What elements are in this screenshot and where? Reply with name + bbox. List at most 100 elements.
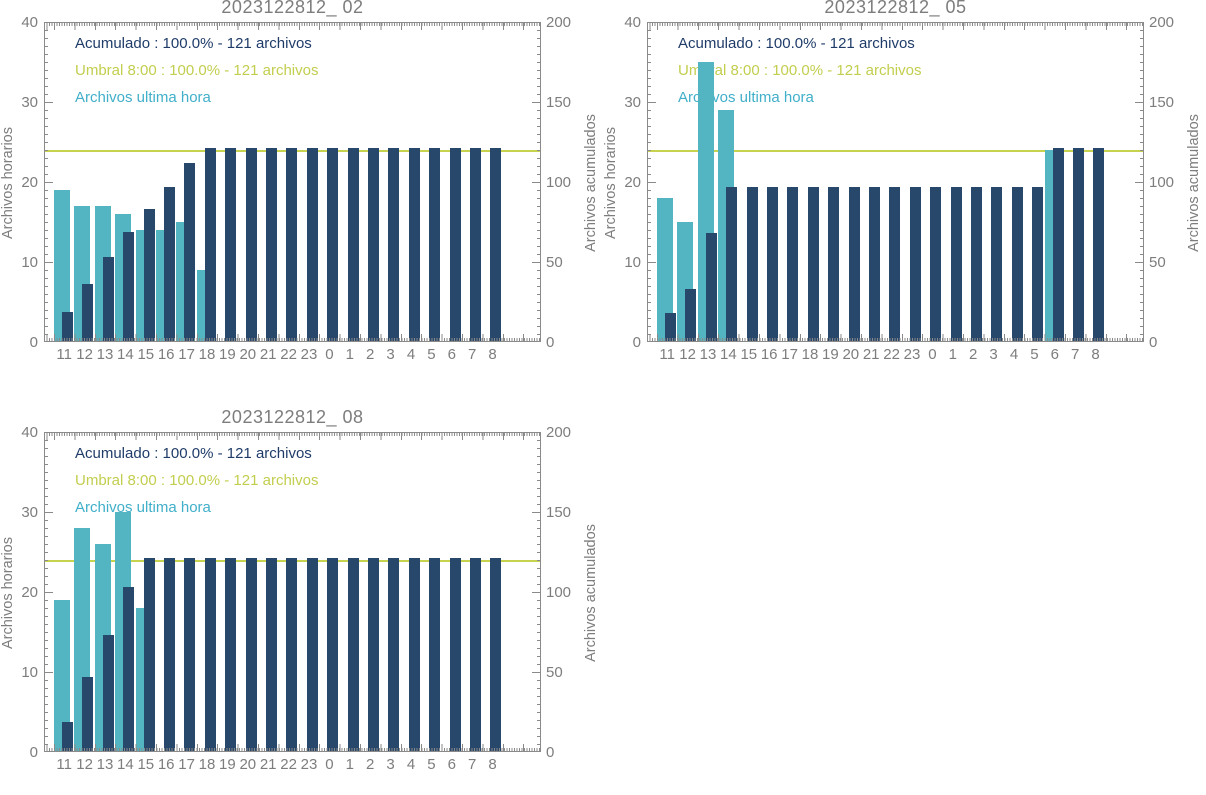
x-tick-label: 17 [178,346,195,363]
x-tick-label: 17 [781,346,798,363]
y-tick-label-right: 0 [1149,334,1158,351]
x-tick-label: 2 [366,756,375,773]
x-tick-label: 15 [137,346,155,363]
cumulative-bar [1093,148,1105,342]
cumulative-bar [470,558,481,752]
legend-ultima-hora: Archivos ultima hora [75,89,211,106]
hourly-bar [54,190,70,342]
bars-layer [44,432,541,752]
x-tick-label: 4 [406,756,416,773]
cumulative-bar [368,148,379,342]
x-tick-label: 20 [842,346,860,363]
cumulative-bar [306,558,318,752]
y-tick-label-left: 30 [624,94,641,111]
y-tick-label-right: 0 [546,744,555,761]
x-tick-label: 12 [76,756,93,773]
x-tick-label: 16 [760,346,778,363]
cumulative-bar [449,558,461,752]
legend-acumulado: Acumulado : 100.0% - 121 archivos [75,445,312,462]
x-tick-label: 8 [488,346,497,363]
cumulative-bar [62,311,73,342]
x-tick-label: 22 [280,756,297,773]
cumulative-bar [266,558,277,752]
cumulative-bar [991,186,1003,342]
cumulative-bar [1052,148,1064,342]
y-tick-label-left: 0 [29,744,38,761]
cumulative-bar [1011,186,1023,342]
cumulative-bar [62,721,73,752]
x-tick-label: 11 [659,346,675,363]
y-tick-label-right: 50 [546,254,563,271]
cumulative-bar [930,186,942,342]
y-tick-label-left: 30 [21,504,38,521]
x-tick-label: 11 [56,756,72,773]
cumulative-bar [449,148,461,342]
cumulative-bar [368,558,379,752]
y-tick-label-left: 0 [632,334,641,351]
x-tick-label: 6 [1050,346,1059,363]
x-tick-label: 3 [989,346,998,363]
cumulative-bar [225,558,237,752]
cumulative-bar [490,558,502,752]
y-tick-label-right: 150 [546,94,572,111]
legend: Acumulado : 100.0% - 121 archivos Umbral… [678,30,921,111]
cumulative-bar [388,148,400,342]
cumulative-bar [408,558,420,752]
y-tick-label-right: 150 [546,504,572,521]
x-tick-label: 22 [280,346,297,363]
cumulative-bar [685,289,697,342]
x-tick-label: 16 [157,346,175,363]
y-tick-label-left: 20 [21,174,38,191]
x-tick-label: 23 [903,346,921,363]
cumulative-bar [164,558,175,752]
cumulative-bar [828,186,840,342]
x-tick-label: 19 [822,346,839,363]
cumulative-bar [705,233,717,342]
legend-umbral: Umbral 8:00 : 100.0% - 121 archivos [75,472,319,489]
cumulative-bar [123,587,135,752]
x-tick-label: 12 [679,346,696,363]
chart-panel-3: 2023122812_ 08 Archivos horarios Archivo… [0,407,603,795]
x-tick-label: 14 [720,346,737,363]
chart-title: 2023122812_ 08 [221,407,364,427]
x-tick-label: 20 [239,756,257,773]
cumulative-bar [266,148,277,342]
x-tick-label: 1 [345,346,354,363]
x-tick-label: 18 [198,756,216,773]
cumulative-bar [204,558,216,752]
y-tick-label-right: 150 [1149,94,1175,111]
x-tick-label: 16 [157,756,175,773]
cumulative-bar [82,676,94,752]
cumulative-bar [347,148,359,342]
legend-ultima-hora: Archivos ultima hora [75,499,211,516]
x-tick-label: 21 [862,346,880,363]
x-tick-label: 21 [259,756,277,773]
x-tick-label: 3 [386,346,395,363]
cumulative-bar [82,284,94,342]
bars-layer [44,22,541,342]
y-tick-label-left: 20 [21,584,38,601]
cumulative-bar [726,186,738,342]
x-tick-label: 14 [117,346,134,363]
cumulative-bar [327,148,339,342]
cumulative-bar [143,558,155,752]
x-tick-label: 7 [1071,346,1080,363]
cumulative-bar [848,186,860,342]
x-tick-label: 2 [969,346,978,363]
y-tick-label-left: 0 [29,334,38,351]
y-tick-label-left: 10 [21,664,38,681]
x-tick-label: 6 [447,346,456,363]
cumulative-bar [971,186,982,342]
cumulative-bar [102,257,114,342]
cumulative-bar [429,558,441,752]
y-tick-label-right: 100 [546,174,572,191]
x-tick-label: 15 [137,756,155,773]
x-tick-label: 5 [427,346,436,363]
x-tick-label: 8 [1091,346,1100,363]
x-tick-label: 3 [386,756,395,773]
y-tick-label-right: 200 [1149,14,1175,31]
legend: Acumulado : 100.0% - 121 archivos Umbral… [75,30,318,111]
bars-layer [647,22,1144,342]
cumulative-bar [767,186,778,342]
y-tick-label-left: 40 [624,14,641,31]
